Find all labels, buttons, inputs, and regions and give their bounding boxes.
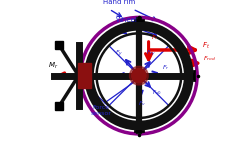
Text: $F_t$: $F_t$ xyxy=(202,41,210,51)
Text: $F_{ry}$: $F_{ry}$ xyxy=(146,49,156,59)
Text: $F_v$: $F_v$ xyxy=(138,99,146,108)
Circle shape xyxy=(132,68,146,83)
Text: $F_y$: $F_y$ xyxy=(114,49,123,59)
Text: $\mathit{M_r}$: $\mathit{M_r}$ xyxy=(48,60,58,70)
Text: Wheel: Wheel xyxy=(116,17,137,23)
Text: $F_{x0}$: $F_{x0}$ xyxy=(152,88,162,97)
Text: Hand rim: Hand rim xyxy=(103,0,135,4)
Circle shape xyxy=(130,66,148,85)
Bar xyxy=(78,63,91,88)
Text: $F_r$: $F_r$ xyxy=(162,63,170,72)
Text: $F_{rod}$: $F_{rod}$ xyxy=(203,54,216,63)
Text: Force
sensor: Force sensor xyxy=(90,105,111,116)
Text: $F_r$: $F_r$ xyxy=(151,34,159,42)
